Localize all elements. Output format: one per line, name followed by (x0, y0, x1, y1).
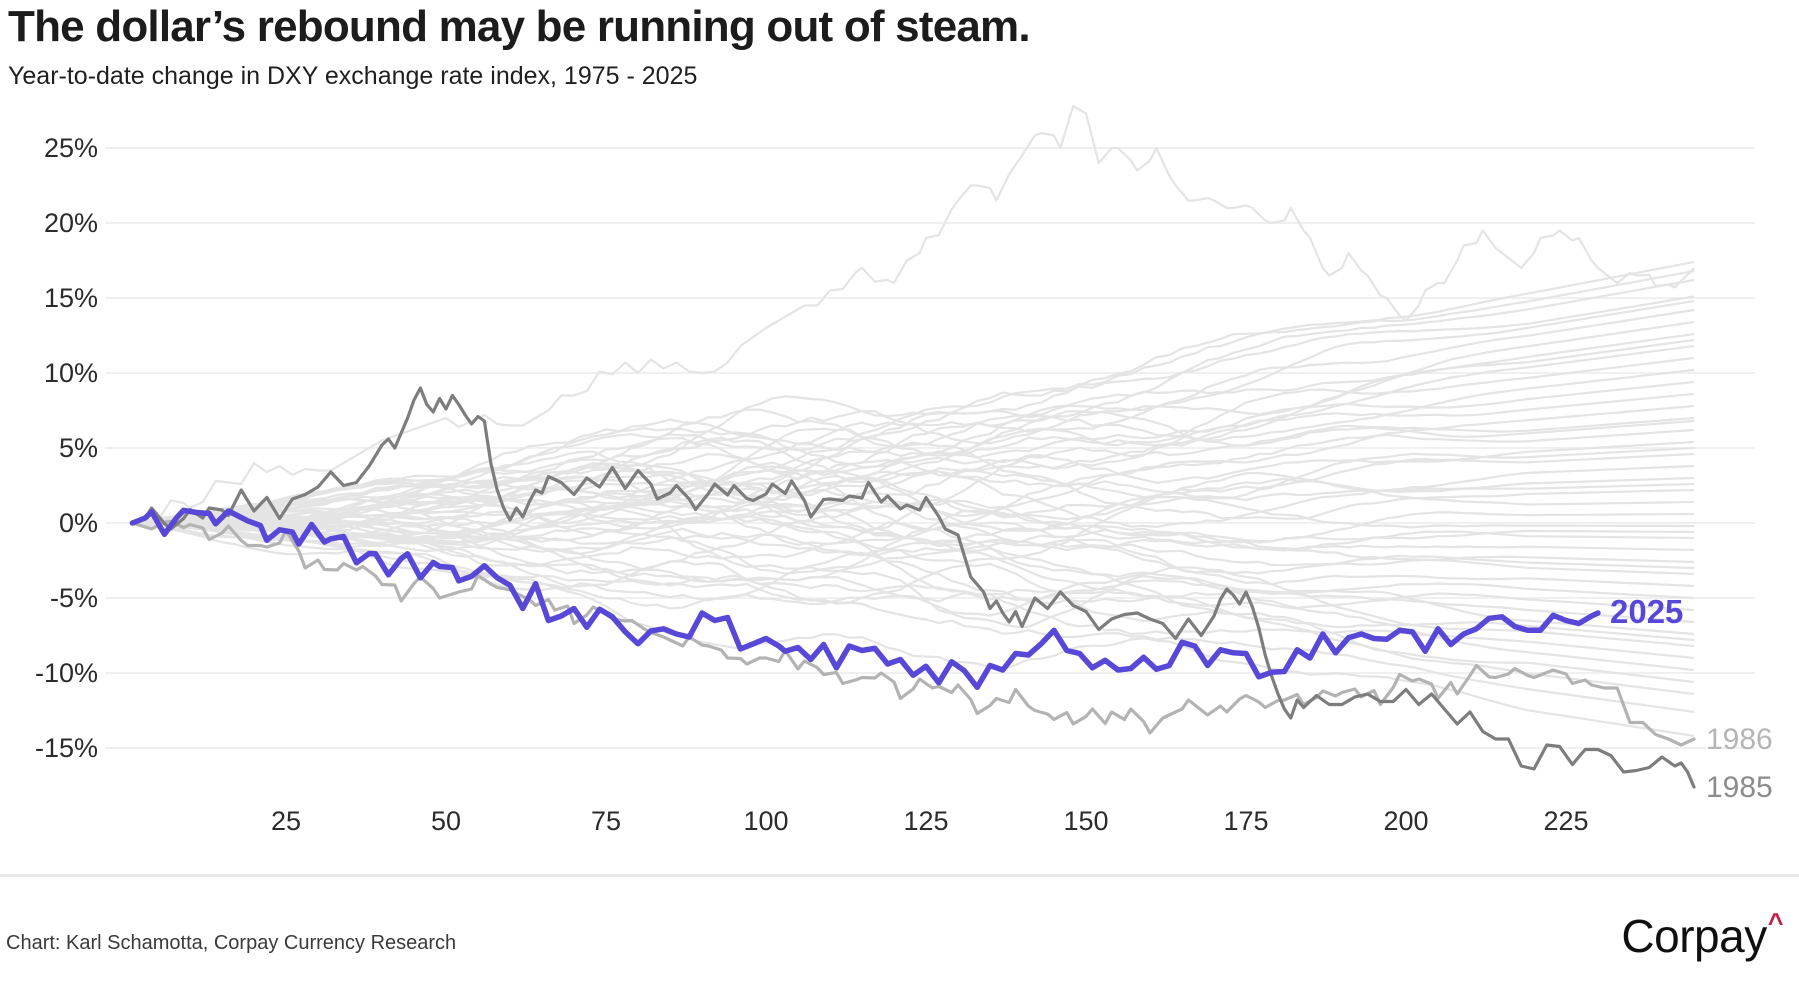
background-year-line (132, 338, 1695, 525)
x-axis-tick-label: 25 (271, 806, 301, 836)
background-year-line (132, 260, 1695, 525)
background-year-line (132, 498, 1695, 575)
corpay-logo: Corpay^ (1621, 908, 1783, 963)
x-axis-tick-label: 50 (431, 806, 461, 836)
background-year-line (132, 521, 1695, 624)
x-axis-tick-label: 175 (1223, 806, 1268, 836)
chart-subtitle: Year-to-date change in DXY exchange rate… (8, 62, 698, 90)
y-axis-tick-label: 10% (44, 358, 98, 388)
y-axis-tick-label: -15% (35, 733, 98, 763)
y-axis-tick-label: -10% (35, 658, 98, 688)
x-axis-tick-label: 225 (1543, 806, 1588, 836)
background-year-line (132, 299, 1695, 525)
background-year-line (132, 521, 1695, 576)
series-line-1985 (130, 386, 1696, 789)
series-label-1986: 1986 (1706, 723, 1773, 756)
background-year-line (132, 446, 1695, 532)
background-year-line (132, 295, 1695, 525)
y-axis-tick-label: 0% (59, 508, 98, 538)
background-year-line (132, 269, 1695, 525)
series-label-1985: 1985 (1706, 771, 1773, 804)
corpay-caret-icon: ^ (1767, 908, 1784, 938)
background-year-line (132, 518, 1695, 684)
x-axis-tick-label: 150 (1063, 806, 1108, 836)
chart-title: The dollar’s rebound may be running out … (8, 2, 1031, 51)
y-axis-tick-label: 15% (44, 283, 98, 313)
x-axis-tick-label: 100 (743, 806, 788, 836)
y-axis-tick-label: 20% (44, 208, 98, 238)
y-axis-tick-label: 25% (44, 133, 98, 163)
x-axis-tick-label: 200 (1383, 806, 1428, 836)
background-peak-year-line (132, 104, 1695, 527)
background-year-line (132, 344, 1695, 527)
corpay-logo-text: Corpay (1621, 910, 1767, 962)
series-line-1986 (130, 519, 1696, 747)
y-axis-tick-label: -5% (50, 583, 98, 613)
background-year-line (132, 521, 1695, 714)
x-axis-tick-label: 75 (591, 806, 621, 836)
background-year-line (132, 499, 1695, 553)
footer-divider (0, 874, 1799, 877)
background-year-line (132, 458, 1695, 555)
background-year-line (132, 521, 1695, 642)
series-line-2025 (129, 507, 1601, 691)
credit-text: Chart: Karl Schamotta, Corpay Currency R… (6, 932, 457, 954)
background-year-line (132, 410, 1695, 538)
background-year-line (132, 308, 1695, 525)
background-year-line (132, 472, 1695, 575)
background-year-line (132, 500, 1695, 552)
series-label-2025: 2025 (1610, 593, 1683, 630)
background-year-line (132, 500, 1695, 588)
x-axis-tick-label: 125 (903, 806, 948, 836)
background-year-line (132, 474, 1695, 525)
background-year-line (132, 521, 1695, 696)
y-axis-tick-label: 5% (59, 433, 98, 463)
